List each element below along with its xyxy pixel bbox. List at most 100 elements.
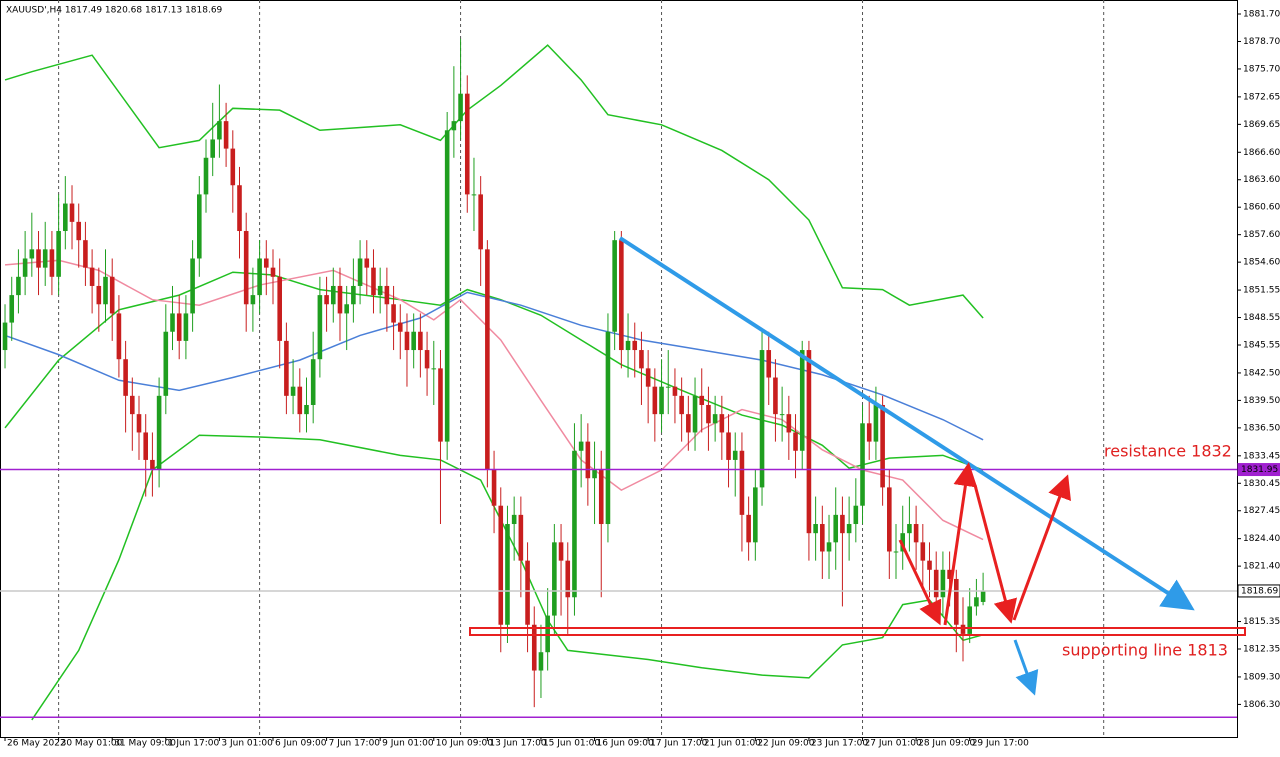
candle-body <box>297 386 303 415</box>
candle-body <box>726 432 731 460</box>
indicator-line <box>4 291 984 441</box>
y-tick-label: 1821.40 <box>1243 562 1280 572</box>
candle-body <box>505 524 510 625</box>
candle-body <box>176 313 182 341</box>
x-tick-label: 10 Jun 09:00 <box>436 739 493 749</box>
candle-body <box>699 395 705 405</box>
candle-body <box>357 258 363 286</box>
arrow <box>1013 639 1039 696</box>
candle-body <box>9 295 15 323</box>
candle-body <box>598 469 604 525</box>
candle-body <box>920 542 926 561</box>
x-tick-label: 16 Jun 09:00 <box>597 739 654 749</box>
candle-body <box>779 414 785 416</box>
x-tick-label: 15 Jun 01:00 <box>543 739 600 749</box>
y-tick-label: 1812.35 <box>1243 645 1280 655</box>
y-tick-label: 1878.70 <box>1243 37 1280 47</box>
candle-body <box>974 597 979 607</box>
x-tick-label: 23 Jun 17:00 <box>811 739 868 749</box>
candle-body <box>130 395 135 415</box>
candle-body <box>444 130 450 442</box>
candle-body <box>250 295 256 305</box>
candle-body <box>464 93 470 195</box>
annotation: supporting line 1813 <box>1062 641 1228 660</box>
y-tick-label: 1851.55 <box>1243 286 1280 296</box>
y-tick-label: 1842.50 <box>1243 368 1280 378</box>
candle-body <box>893 551 899 553</box>
candle-body <box>451 121 457 131</box>
candle-body <box>679 395 684 415</box>
candle-body <box>257 258 262 296</box>
y-tick-label: 1860.60 <box>1243 203 1280 213</box>
candle-body <box>793 432 798 451</box>
candle-body <box>317 295 323 360</box>
candle-body <box>605 331 611 525</box>
candle-body <box>150 459 155 470</box>
candle-body <box>56 231 61 277</box>
candle-body <box>270 267 276 277</box>
candle-body <box>538 652 544 671</box>
candle-body <box>485 249 490 470</box>
candle-body <box>263 258 269 268</box>
candle-body <box>585 441 591 479</box>
candle-body <box>799 350 805 451</box>
price-label: 1818.69 <box>1241 586 1278 596</box>
candle-body <box>732 450 738 460</box>
candle-body <box>377 285 383 296</box>
candle-body <box>632 340 638 351</box>
candle-body <box>980 590 986 602</box>
candle-body <box>712 414 718 424</box>
candle-body <box>109 276 115 314</box>
candle-body <box>458 93 463 122</box>
candle-body <box>83 240 88 268</box>
candle-body <box>525 560 530 625</box>
candle-body <box>659 386 664 415</box>
candle-body <box>887 487 892 552</box>
y-tick-label: 1875.70 <box>1243 64 1280 74</box>
candle-body <box>471 194 477 196</box>
candle-body <box>860 423 865 506</box>
candle-body <box>746 514 751 543</box>
candle-body <box>123 359 128 396</box>
candle-body <box>69 203 75 222</box>
arrow <box>898 539 942 626</box>
candle-body <box>89 267 95 286</box>
candle-body <box>243 231 249 305</box>
candle-body <box>565 560 571 598</box>
candle-body <box>49 249 55 277</box>
candle-body <box>806 350 812 534</box>
candle-body <box>170 313 175 332</box>
candle-body <box>913 524 919 543</box>
y-tick-label: 1827.45 <box>1243 506 1280 516</box>
candle-body <box>424 350 430 369</box>
x-tick-label: 7 Jun 17:00 <box>329 739 381 749</box>
candle-body <box>418 331 423 351</box>
x-tick-label: 26 May 2022 <box>7 739 66 749</box>
candle-body <box>706 404 711 424</box>
candle-body <box>404 331 410 351</box>
y-tick-label: 1806.30 <box>1243 700 1280 710</box>
candle-body <box>217 121 222 140</box>
candle-body <box>364 258 370 268</box>
candle-body <box>190 258 195 314</box>
y-tick-label: 1881.70 <box>1243 10 1280 20</box>
arrow <box>943 462 978 626</box>
candle-body <box>277 276 282 341</box>
candle-body <box>625 340 631 351</box>
candle-body <box>933 569 939 598</box>
candle-body <box>826 542 832 552</box>
indicator-line <box>4 44 984 319</box>
trend-line <box>618 236 1195 611</box>
y-tick-label: 1869.65 <box>1243 120 1280 130</box>
candle-body <box>156 395 162 470</box>
candle-body <box>853 505 859 525</box>
candle-body <box>16 276 21 296</box>
candle-body <box>42 249 48 268</box>
candle-body <box>498 505 504 625</box>
candle-body <box>351 285 356 305</box>
candle-body <box>672 386 678 396</box>
candle-body <box>558 542 564 561</box>
candle-body <box>578 441 584 451</box>
candle-body <box>813 524 818 534</box>
